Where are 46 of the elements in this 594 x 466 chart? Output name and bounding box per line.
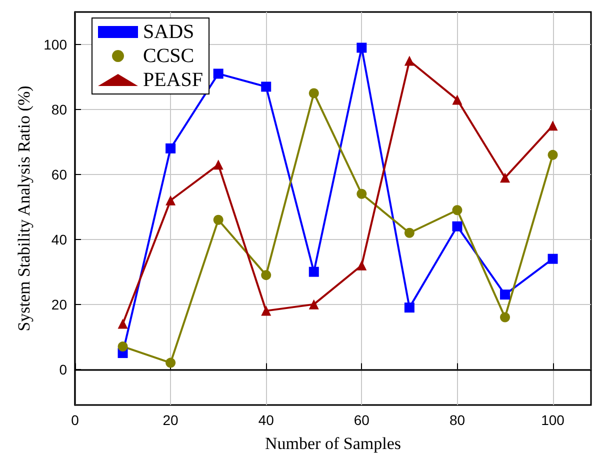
point [404,302,414,313]
y-tick-label: 80 [51,101,68,118]
point [356,260,367,270]
point [261,306,272,316]
x-tick-label: 40 [258,412,274,428]
x-tick-label: 100 [541,412,565,428]
point [308,88,319,98]
point [548,254,558,264]
point [166,143,176,154]
y-tick-label: 20 [51,296,68,312]
x-tick-label: 20 [162,412,179,428]
point [213,68,224,79]
y-tick-label: 100 [44,36,68,52]
point [404,228,414,238]
point [261,270,272,280]
point [404,56,414,66]
point [500,290,510,300]
point [261,82,272,92]
point [548,120,558,131]
legend-label: CCSC [143,45,194,67]
point [452,221,462,232]
point [308,299,319,310]
y-tick-label: 40 [51,231,68,248]
point [500,172,510,183]
point [213,214,224,225]
y-tick-label: 60 [51,166,68,182]
point [166,195,176,206]
point [308,266,319,277]
point [166,358,176,368]
point [356,188,367,199]
y-tick-label: 0 [59,361,68,378]
x-tick-label: 0 [71,412,80,428]
point [213,160,224,170]
point [356,42,367,53]
x-tick-label: 60 [354,412,370,428]
point [548,150,558,160]
point [452,94,462,105]
x-axis-title: Number of Samples [265,434,401,453]
y-axis-title: System Stability Analysis Ratio (%) [14,86,34,332]
point [500,312,510,322]
x-tick-label: 80 [449,412,466,428]
point [118,318,128,329]
point [452,205,462,216]
legend-label: SADS [143,21,194,43]
legend-label: PEASF [143,69,204,91]
point [118,342,128,352]
